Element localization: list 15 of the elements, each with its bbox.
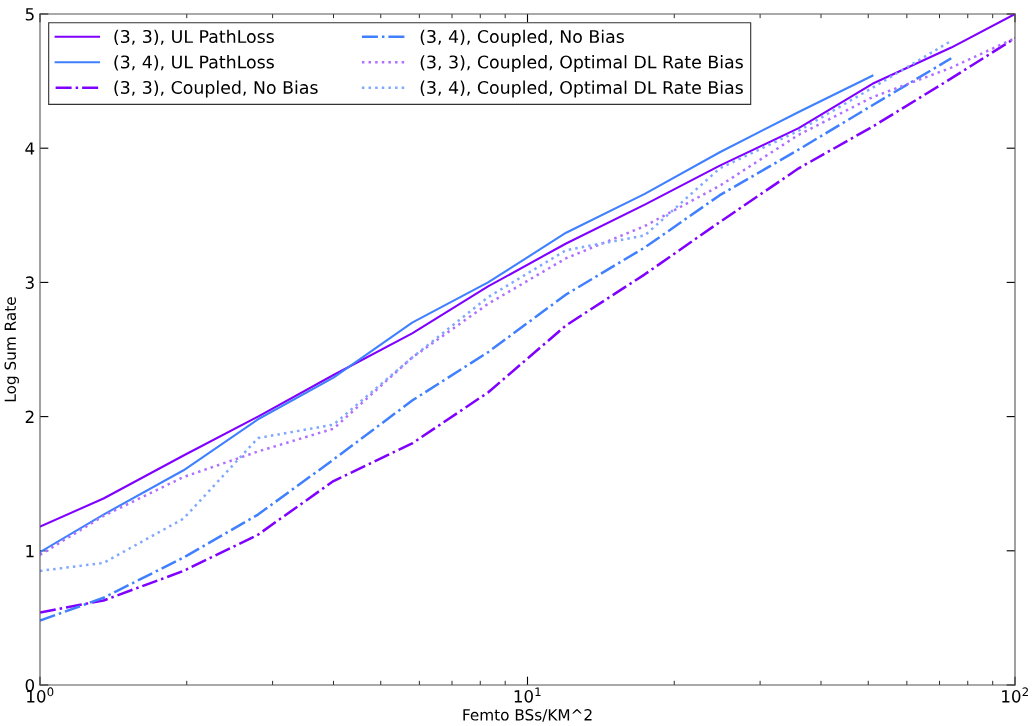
x-tick-label: 10$^{1}$: [514, 687, 541, 703]
legend-label: (3, 3), Coupled, No Bias: [114, 80, 318, 98]
legend-label: (3, 4), UL PathLoss: [114, 55, 274, 71]
legend-label: (3, 3), Coupled, Optimal DL Rate Bias: [420, 55, 743, 72]
y-tick-label: 4: [25, 142, 35, 155]
x-axis-title: Femto BSs/KM^2: [463, 709, 592, 722]
legend-label: (3, 4), Coupled, Optimal DL Rate Bias: [420, 80, 743, 98]
legend-label: (3, 3), UL PathLoss: [114, 29, 274, 46]
y-tick-label: 5: [25, 8, 34, 21]
y-axis-title: Log Sum Rate: [4, 297, 19, 402]
x-tick-label: 10$^{2}$: [1002, 687, 1028, 703]
y-tick-label: 1: [26, 544, 34, 558]
y-tick-label: 2: [25, 410, 34, 423]
y-tick-label: 3: [25, 276, 34, 289]
legend-label: (3, 4), Coupled, No Bias: [420, 29, 624, 47]
